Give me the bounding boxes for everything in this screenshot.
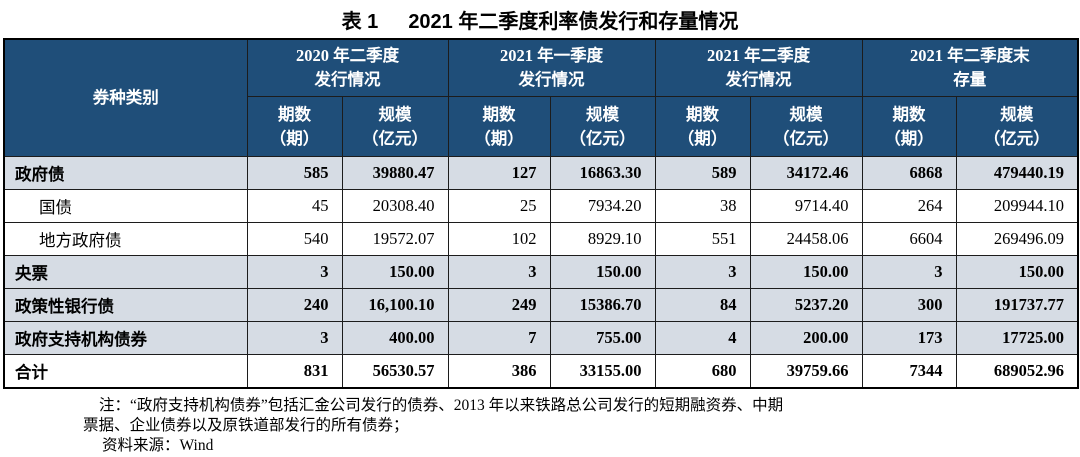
column-group-2021q2-end-outstanding: 2021 年二季度末 存量 — [861, 38, 1079, 97]
table-row-government-supported-agency-bonds: 政府支持机构债券 3 400.00 7 755.00 4 200.00 173 … — [3, 321, 1079, 355]
table-title-text: 2021 年二季度利率债发行和存量情况 — [408, 10, 739, 33]
table-row-government-bonds: 政府债 585 39880.47 127 16863.30 589 34172.… — [3, 156, 1079, 190]
table-title: 表 1 2021 年二季度利率债发行和存量情况 — [0, 0, 1080, 38]
header-sub-row: 期数 （期） 规模 （亿元） 期数 （期） 规模 （亿元） 期数 （期） 规模 （亿元） — [4, 96, 1079, 157]
subheader-2020q2-scale: 规模 （亿元） — [341, 96, 449, 157]
subheader-2021q2-scale: 规模 （亿元） — [749, 96, 863, 157]
column-group-2021q2-issuance: 2021 年二季度 发行情况 — [654, 38, 863, 97]
table-row-total: 合计 831 56530.57 386 33155.00 680 39759.6… — [3, 354, 1079, 388]
subheader-2021q1-count: 期数 （期） — [447, 96, 551, 157]
header-group-row: 券种类别 2020 年二季度 发行情况 2021 年一季度 发行情况 2021 … — [3, 38, 1079, 157]
column-group-2020q2-issuance: 2020 年二季度 发行情况 — [246, 38, 449, 97]
bond-type-label: 券种类别 — [92, 88, 159, 108]
table-row-local-government-bonds: 地方政府债 540 19572.07 102 8929.10 551 24458… — [3, 222, 1079, 256]
note-line-1: 注：“政府支持机构债券”包括汇金公司发行的债券、2013 年以来铁路总公司发行的… — [99, 396, 784, 414]
subheader-outstanding-count: 期数 （期） — [861, 96, 957, 157]
subheader-2020q2-count: 期数 （期） — [246, 96, 343, 157]
subheader-outstanding-scale: 规模 （亿元） — [955, 96, 1079, 157]
note-source: 资料来源：Wind — [102, 436, 214, 454]
table-row-treasury-bonds: 国债 45 20308.40 25 7934.20 38 9714.40 264… — [3, 189, 1079, 223]
subheader-2021q1-scale: 规模 （亿元） — [549, 96, 656, 157]
column-group-2021q1-issuance: 2021 年一季度 发行情况 — [447, 38, 656, 97]
table-title-number: 表 1 — [341, 10, 379, 33]
table-row-policy-bank-bonds: 政策性银行债 240 16,100.10 249 15386.70 84 523… — [3, 288, 1079, 322]
bond-issuance-table: 券种类别 2020 年二季度 发行情况 2021 年一季度 发行情况 2021 … — [3, 38, 1079, 389]
column-header-bond-type: 券种类别 — [3, 38, 248, 157]
subheader-2021q2-count: 期数 （期） — [654, 96, 751, 157]
note-line-2: 票据、企业债券以及原铁道部发行的所有债券； — [83, 416, 409, 434]
table-row-central-bank-bills: 央票 3 150.00 3 150.00 3 150.00 3 150.00 — [3, 255, 1079, 289]
table-notes: 注：“政府支持机构债券”包括汇金公司发行的债券、2013 年以来铁路总公司发行的… — [0, 396, 1080, 456]
